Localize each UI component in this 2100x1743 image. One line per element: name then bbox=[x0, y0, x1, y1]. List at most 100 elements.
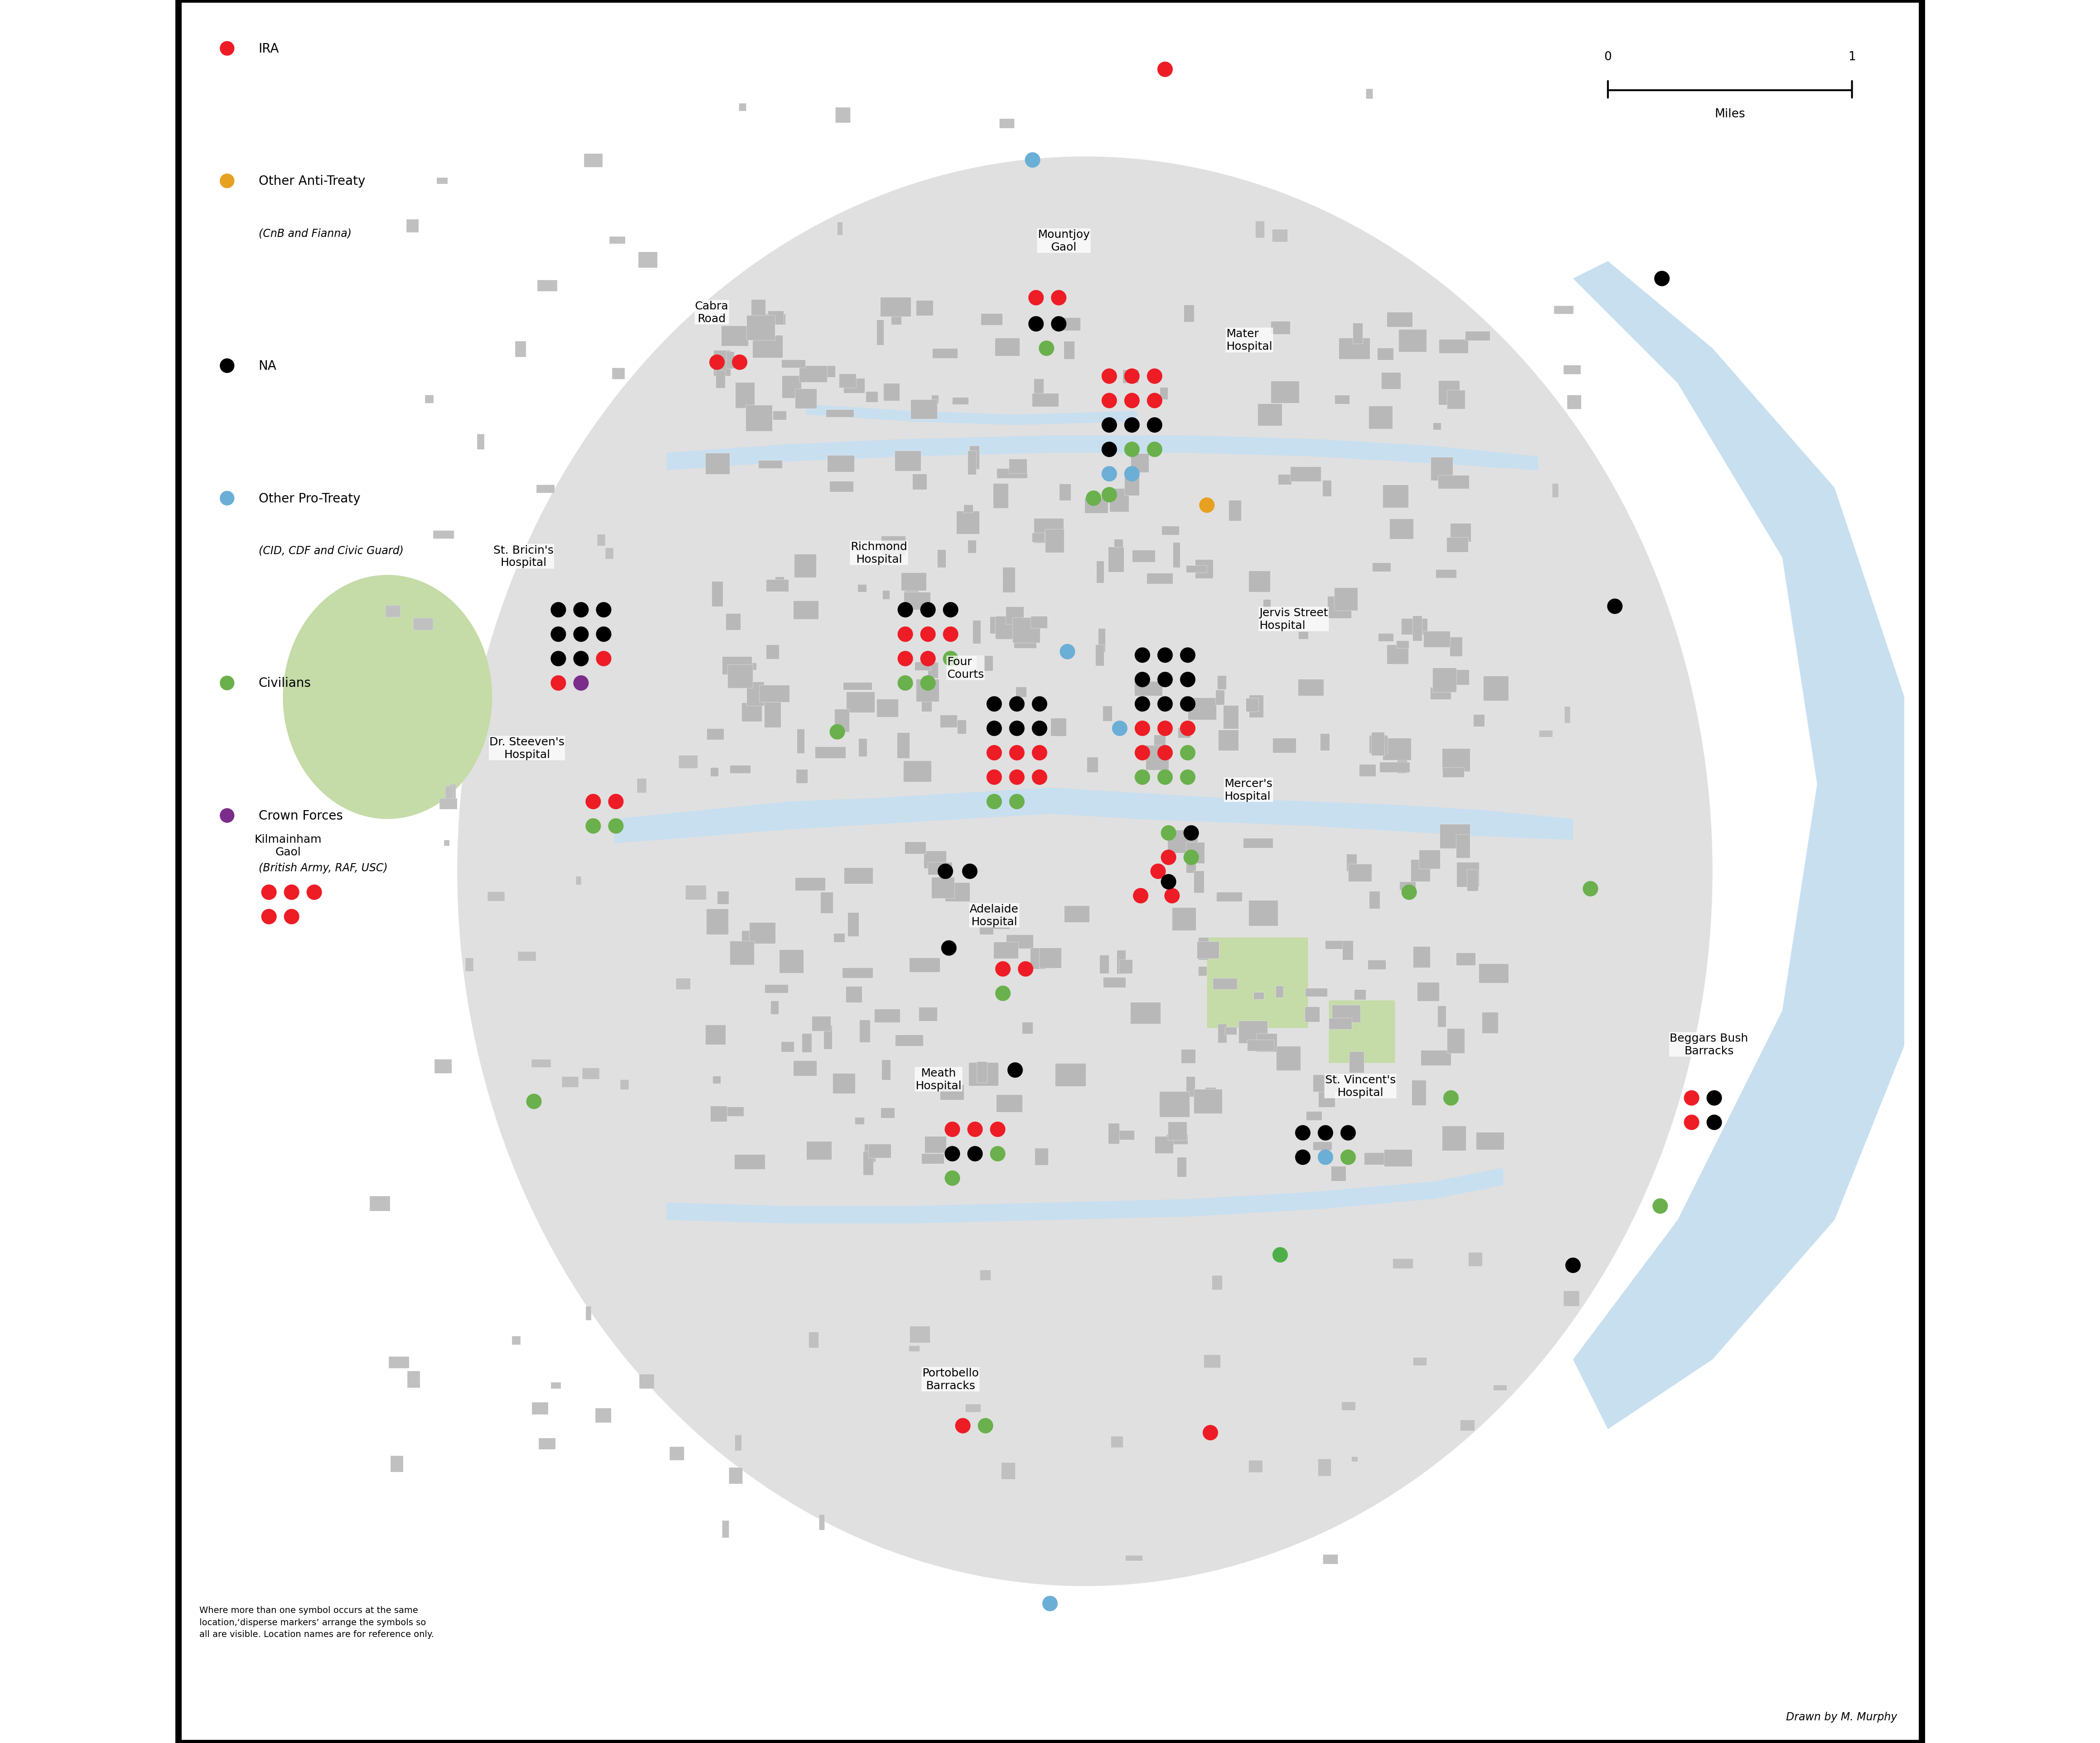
Point bbox=[1149, 763, 1182, 791]
Bar bbox=[905, 591, 920, 608]
Bar bbox=[1424, 631, 1451, 648]
Point bbox=[722, 349, 756, 376]
Bar bbox=[911, 474, 926, 490]
Bar bbox=[874, 1009, 901, 1023]
Bar bbox=[512, 1337, 521, 1344]
Point bbox=[1151, 868, 1184, 896]
Point bbox=[1155, 882, 1189, 910]
Bar bbox=[370, 1196, 391, 1211]
Bar bbox=[1250, 901, 1279, 926]
Point bbox=[1016, 146, 1050, 174]
Polygon shape bbox=[613, 788, 1573, 844]
Bar bbox=[1352, 1457, 1359, 1462]
Bar bbox=[1369, 736, 1388, 753]
Point bbox=[1042, 284, 1075, 312]
Text: Four
Courts: Four Courts bbox=[947, 657, 985, 680]
Point bbox=[1029, 335, 1063, 363]
Bar bbox=[1478, 964, 1510, 983]
Bar bbox=[920, 1007, 937, 1021]
Bar bbox=[722, 1520, 729, 1537]
Bar bbox=[1365, 1152, 1390, 1164]
Point bbox=[1151, 844, 1184, 872]
Bar bbox=[771, 1000, 779, 1014]
Bar bbox=[863, 1152, 874, 1177]
Bar bbox=[981, 1271, 991, 1281]
Bar bbox=[1228, 500, 1241, 521]
Bar bbox=[844, 378, 865, 394]
Bar bbox=[405, 220, 418, 234]
Bar bbox=[563, 1077, 580, 1088]
Bar bbox=[1279, 474, 1292, 485]
Bar bbox=[838, 221, 842, 235]
Point bbox=[976, 715, 1010, 743]
Bar bbox=[897, 732, 909, 758]
Bar bbox=[710, 1105, 727, 1122]
Bar bbox=[821, 892, 834, 913]
Bar bbox=[1386, 312, 1413, 328]
Point bbox=[1138, 363, 1172, 390]
Bar bbox=[1306, 988, 1327, 997]
Bar bbox=[1086, 498, 1109, 514]
Point bbox=[298, 878, 332, 906]
Bar bbox=[531, 1060, 550, 1067]
Bar bbox=[922, 1154, 945, 1164]
Bar bbox=[596, 535, 605, 546]
Bar bbox=[1102, 706, 1113, 722]
Point bbox=[1392, 878, 1426, 906]
Bar bbox=[1457, 863, 1478, 887]
Point bbox=[1193, 1419, 1226, 1447]
Bar bbox=[1197, 941, 1220, 959]
Bar bbox=[1359, 765, 1376, 777]
Point bbox=[1138, 436, 1172, 464]
Point bbox=[1023, 715, 1056, 743]
Bar bbox=[766, 645, 779, 659]
Point bbox=[699, 349, 733, 376]
Bar bbox=[1096, 645, 1105, 666]
Bar bbox=[1222, 706, 1239, 729]
Point bbox=[976, 763, 1010, 791]
Bar bbox=[613, 368, 624, 380]
Bar bbox=[880, 298, 911, 317]
Point bbox=[565, 621, 598, 648]
Bar bbox=[720, 326, 748, 347]
Bar bbox=[1312, 1142, 1331, 1150]
Bar bbox=[781, 1042, 794, 1053]
Bar bbox=[1567, 396, 1581, 410]
Bar bbox=[1124, 370, 1138, 383]
Bar bbox=[1033, 378, 1044, 396]
Bar bbox=[1050, 718, 1067, 737]
Bar bbox=[435, 1060, 452, 1074]
Bar bbox=[1247, 1041, 1275, 1051]
Bar bbox=[976, 655, 993, 671]
Bar bbox=[1439, 380, 1460, 406]
Bar bbox=[1119, 960, 1132, 974]
Bar bbox=[794, 1061, 817, 1075]
Bar bbox=[1031, 948, 1046, 969]
Bar bbox=[1321, 734, 1329, 751]
Bar bbox=[1126, 1555, 1142, 1562]
Bar bbox=[584, 153, 603, 167]
Point bbox=[958, 1116, 991, 1143]
Bar bbox=[638, 253, 657, 268]
Bar bbox=[966, 1405, 981, 1412]
Point bbox=[1172, 690, 1205, 718]
Bar bbox=[748, 315, 775, 340]
Point bbox=[976, 690, 1010, 718]
Bar bbox=[945, 882, 970, 901]
Bar bbox=[815, 748, 846, 758]
Bar bbox=[731, 765, 750, 774]
Bar bbox=[1407, 621, 1424, 633]
Bar bbox=[1334, 587, 1359, 612]
Bar bbox=[903, 762, 932, 783]
Point bbox=[210, 485, 244, 512]
Bar bbox=[1184, 305, 1195, 322]
Bar bbox=[981, 314, 1002, 326]
Bar bbox=[716, 371, 727, 389]
Bar bbox=[735, 1434, 741, 1450]
Bar bbox=[1245, 699, 1258, 713]
Bar bbox=[1447, 669, 1470, 685]
Point bbox=[1573, 875, 1606, 903]
Bar bbox=[878, 699, 899, 718]
Bar bbox=[958, 511, 979, 535]
Point bbox=[1149, 739, 1182, 767]
